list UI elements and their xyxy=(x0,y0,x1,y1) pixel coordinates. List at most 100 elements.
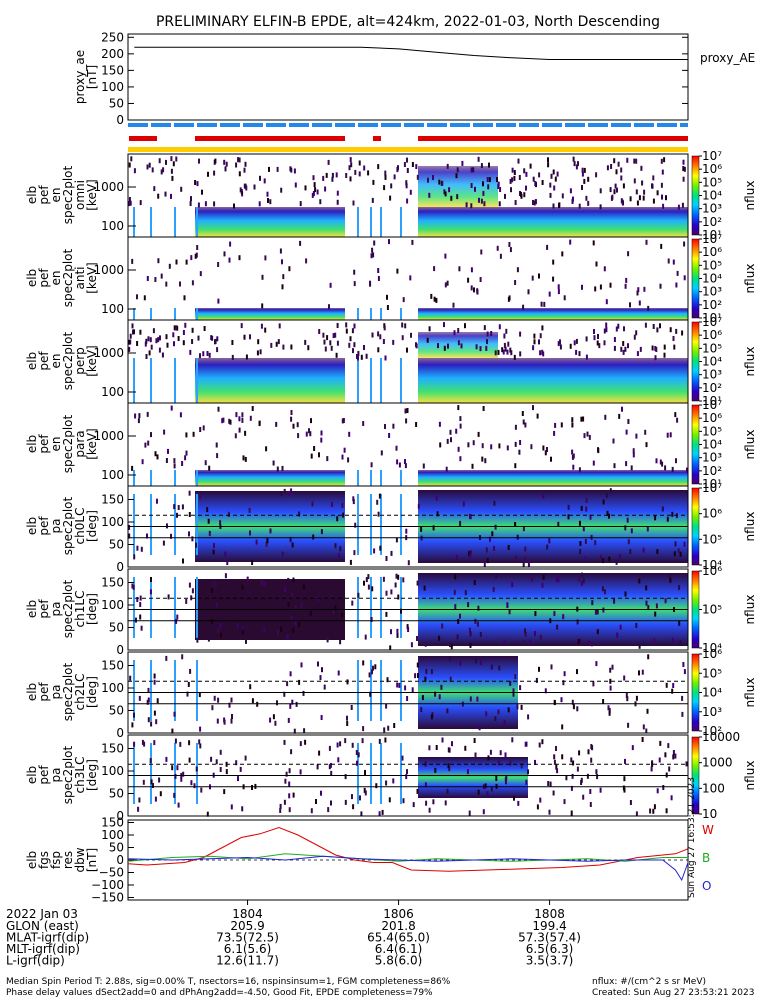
spec0-speckle xyxy=(170,193,172,199)
pa3-speckle xyxy=(490,786,493,792)
pa3-speckle xyxy=(288,781,291,787)
pa0-speckle xyxy=(507,545,510,550)
spec2-speckle xyxy=(681,330,684,336)
spec0-speckle xyxy=(595,172,598,178)
spec1-speckle xyxy=(508,242,511,247)
spec3-speckle xyxy=(147,440,150,446)
spec2-speckle xyxy=(173,341,175,347)
pa0-speckle xyxy=(468,551,471,557)
spec0-speckle xyxy=(517,158,520,164)
spec1-speckle xyxy=(353,281,356,287)
spec2-speckle xyxy=(663,344,666,350)
spec3-speckle xyxy=(141,459,144,465)
pa2-speckle xyxy=(509,680,512,686)
pa0-speckle xyxy=(679,551,682,557)
pa0-speckle xyxy=(162,540,165,546)
pa3-speckle xyxy=(133,741,136,747)
pa1-speckle xyxy=(453,589,456,595)
spec0-speckle xyxy=(204,201,207,207)
spec3-speckle xyxy=(666,432,669,438)
pa3-speckle xyxy=(292,792,295,798)
x-row-value: 199.4 xyxy=(532,919,566,933)
spec3-speckle xyxy=(506,445,509,451)
spec0-speckle xyxy=(319,199,322,205)
pa3-speckle xyxy=(599,787,602,793)
pa2-speckle xyxy=(147,717,150,723)
spec3-speckle xyxy=(388,433,391,438)
pa2-speckle xyxy=(256,701,259,707)
spec3-speckle xyxy=(134,413,137,419)
spec0-speckle xyxy=(180,186,183,192)
spec3-speckle xyxy=(627,419,630,424)
pa2-speckle xyxy=(223,717,226,723)
pa0-speckle xyxy=(527,561,530,567)
spec2-speckle xyxy=(615,326,618,332)
spec3-speckle xyxy=(580,416,583,422)
spec0-sparse-col xyxy=(133,207,135,237)
spec3-speckle xyxy=(258,420,261,426)
spec2-speckle xyxy=(503,342,506,348)
pa0-speckle xyxy=(373,548,376,554)
pa3-speckle xyxy=(553,759,556,765)
spec1-speckle xyxy=(191,280,194,286)
spec2-speckle xyxy=(507,341,510,347)
spec0-speckle xyxy=(470,183,473,188)
pa3-speckle xyxy=(241,806,244,812)
pa0-speckle xyxy=(486,558,489,564)
spec1-speckle xyxy=(563,295,566,301)
pa0-speckle xyxy=(491,531,494,537)
spec0-speckle xyxy=(393,174,396,180)
spec3-speckle xyxy=(630,465,633,471)
spec3-speckle xyxy=(459,423,462,429)
pa0-speckle xyxy=(673,551,676,557)
spec0-speckle xyxy=(268,166,270,172)
spec3-speckle xyxy=(498,443,501,449)
pa2-speckle xyxy=(642,724,645,730)
spec0-speckle xyxy=(549,192,552,198)
pa2-cb-tick-label: 10⁶ xyxy=(702,647,722,661)
pa0-speckle xyxy=(608,556,611,562)
spec2-speckle xyxy=(617,323,620,329)
pa1-speckle xyxy=(297,622,300,628)
spec0-speckle xyxy=(427,177,429,183)
red-status-bar-4 xyxy=(418,136,688,141)
spec3-speckle xyxy=(318,452,320,458)
pa2-speckle xyxy=(474,658,477,664)
pa2-speckle xyxy=(553,699,556,705)
pa3-speckle xyxy=(392,778,395,784)
spec1-band xyxy=(418,308,688,320)
spec3-speckle xyxy=(173,458,176,464)
spec2-speckle xyxy=(510,350,513,356)
spec0-sparse-col xyxy=(174,207,176,237)
pa1-speckle xyxy=(276,630,279,636)
pa2-speckle xyxy=(186,691,189,697)
field-ylabel-line: [nT] xyxy=(85,848,99,872)
pa0-speckle xyxy=(379,545,382,551)
spec3-speckle xyxy=(482,406,485,411)
spec3-speckle xyxy=(560,422,563,428)
spec2-speckle xyxy=(541,325,544,331)
pa0-speckle xyxy=(265,541,268,547)
spec1-speckle xyxy=(223,251,226,257)
pa3-speckle xyxy=(672,750,675,755)
pa1-speckle xyxy=(530,576,533,582)
pa2-speckle xyxy=(319,675,322,681)
spec2-speckle xyxy=(559,339,561,345)
spec2-speckle xyxy=(483,325,486,331)
pa3-speckle xyxy=(388,797,391,803)
spec1-ylabel-line: [keV] xyxy=(85,262,99,293)
pa1-speckle xyxy=(175,618,178,624)
spec3-speckle xyxy=(471,463,474,469)
pa0-speckle xyxy=(600,555,602,561)
spec2-speckle xyxy=(497,349,500,355)
pa0-speckle xyxy=(630,528,633,534)
spec0-speckle xyxy=(499,187,502,192)
spec3-speckle xyxy=(406,408,409,413)
spec0-cb-label: nflux xyxy=(743,181,757,211)
pa1-speckle xyxy=(534,611,537,617)
spec3-speckle xyxy=(181,461,184,466)
spec1-speckle xyxy=(279,248,282,254)
pa1-speckle xyxy=(524,631,527,637)
